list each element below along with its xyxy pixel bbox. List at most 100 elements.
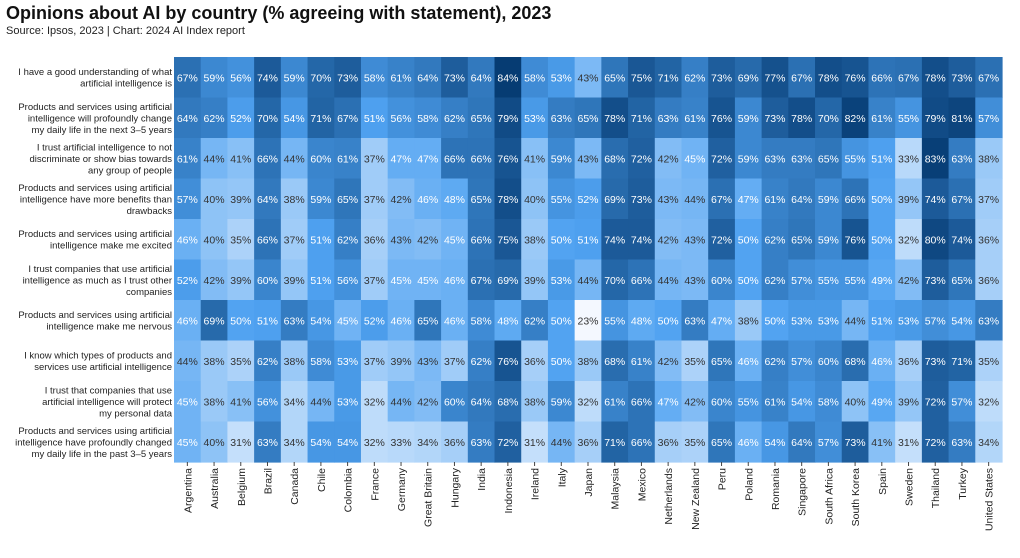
heatmap-cell bbox=[307, 57, 335, 99]
heatmap-cell bbox=[441, 340, 469, 382]
heatmap-cell bbox=[307, 340, 335, 382]
row-label: intelligence as much as I trust other bbox=[23, 275, 172, 286]
heatmap-cell bbox=[574, 219, 602, 261]
column-label: Malaysia bbox=[610, 468, 622, 510]
heatmap-cell bbox=[628, 97, 656, 139]
cell-value-label: 38% bbox=[978, 153, 999, 165]
cell-value-label: 53% bbox=[898, 315, 919, 327]
heatmap-cell bbox=[841, 259, 870, 301]
heatmap-cell bbox=[975, 97, 1003, 139]
cell-value-label: 44% bbox=[284, 153, 305, 165]
heatmap-cell bbox=[708, 138, 736, 180]
cell-value-label: 39% bbox=[230, 275, 251, 287]
cell-value-label: 51% bbox=[257, 315, 278, 327]
cell-value-label: 32% bbox=[898, 234, 919, 246]
cell-value-label: 65% bbox=[471, 113, 492, 125]
heatmap-cell bbox=[574, 57, 602, 99]
row-label: intelligence have more benefits than bbox=[20, 194, 172, 205]
heatmap-cell bbox=[200, 421, 229, 463]
cell-value-label: 36% bbox=[898, 356, 919, 368]
cell-value-label: 58% bbox=[310, 356, 331, 368]
heatmap-cell bbox=[841, 57, 870, 99]
heatmap-cell bbox=[387, 178, 415, 220]
cell-value-label: 35% bbox=[230, 356, 251, 368]
cell-value-label: 71% bbox=[658, 72, 679, 84]
heatmap-cell bbox=[975, 138, 1003, 180]
cell-value-label: 43% bbox=[684, 234, 705, 246]
heatmap-cell bbox=[387, 57, 415, 99]
heatmap-cell bbox=[307, 178, 335, 220]
heatmap-cell bbox=[200, 97, 229, 139]
heatmap-cell bbox=[547, 57, 576, 99]
column-label: Poland bbox=[743, 468, 755, 501]
cell-value-label: 72% bbox=[925, 437, 946, 449]
heatmap-cell bbox=[200, 300, 229, 342]
heatmap-cell bbox=[521, 340, 549, 382]
cell-value-label: 37% bbox=[364, 194, 385, 206]
cell-value-label: 40% bbox=[524, 194, 545, 206]
cell-value-label: 80% bbox=[925, 234, 946, 246]
heatmap-cell bbox=[948, 219, 976, 261]
cell-value-label: 66% bbox=[845, 194, 866, 206]
cell-value-label: 44% bbox=[177, 356, 198, 368]
heatmap-cell bbox=[868, 178, 896, 220]
heatmap-cell bbox=[654, 300, 683, 342]
heatmap-cell bbox=[601, 97, 629, 139]
heatmap-cell bbox=[921, 138, 950, 180]
cell-value-label: 65% bbox=[471, 194, 492, 206]
heatmap-cell bbox=[761, 138, 789, 180]
cell-value-label: 44% bbox=[310, 396, 331, 408]
cell-value-label: 77% bbox=[764, 72, 785, 84]
cell-value-label: 75% bbox=[497, 234, 518, 246]
cell-value-label: 74% bbox=[257, 72, 278, 84]
heatmap-cell bbox=[868, 381, 896, 423]
cell-value-label: 56% bbox=[230, 72, 251, 84]
heatmap-cell bbox=[815, 178, 843, 220]
heatmap-cell bbox=[574, 178, 602, 220]
heatmap-cell bbox=[734, 138, 763, 180]
cell-value-label: 59% bbox=[551, 396, 572, 408]
heatmap-cell bbox=[200, 57, 229, 99]
cell-value-label: 64% bbox=[471, 72, 492, 84]
row-label: Products and services using artificial bbox=[18, 183, 172, 194]
cell-value-label: 53% bbox=[791, 315, 812, 327]
heatmap-cell bbox=[280, 219, 309, 261]
cell-value-label: 62% bbox=[471, 356, 492, 368]
heatmap-cell bbox=[441, 381, 469, 423]
heatmap-cell bbox=[254, 381, 282, 423]
cell-value-label: 32% bbox=[577, 396, 598, 408]
heatmap-cell bbox=[868, 57, 896, 99]
heatmap-cell bbox=[494, 300, 522, 342]
heatmap-cell bbox=[708, 57, 736, 99]
heatmap-cell bbox=[734, 421, 763, 463]
column-label: Hungary bbox=[449, 467, 461, 507]
cell-value-label: 54% bbox=[310, 437, 331, 449]
heatmap-cell bbox=[574, 381, 602, 423]
cell-value-label: 67% bbox=[898, 72, 919, 84]
cell-value-label: 65% bbox=[417, 315, 438, 327]
heatmap-cell bbox=[280, 300, 309, 342]
heatmap-cell bbox=[547, 219, 576, 261]
heatmap-cell bbox=[414, 57, 442, 99]
cell-value-label: 66% bbox=[631, 437, 652, 449]
cell-value-label: 46% bbox=[444, 275, 465, 287]
heatmap-cell bbox=[280, 178, 309, 220]
heatmap-cell bbox=[841, 178, 870, 220]
cell-value-label: 38% bbox=[524, 396, 545, 408]
cell-value-label: 65% bbox=[711, 437, 732, 449]
heatmap-cell bbox=[334, 381, 362, 423]
column-label: France bbox=[369, 468, 381, 501]
heatmap-cell bbox=[895, 381, 923, 423]
cell-value-label: 43% bbox=[658, 194, 679, 206]
heatmap-cell bbox=[200, 340, 229, 382]
heatmap-cell bbox=[227, 259, 255, 301]
heatmap-cell bbox=[601, 381, 629, 423]
heatmap-cell bbox=[200, 381, 229, 423]
cell-value-label: 40% bbox=[204, 234, 225, 246]
cell-value-label: 61% bbox=[764, 396, 785, 408]
cell-value-label: 72% bbox=[497, 437, 518, 449]
cell-value-label: 61% bbox=[684, 113, 705, 125]
heatmap-cell bbox=[467, 57, 496, 99]
heatmap-cell bbox=[868, 259, 896, 301]
cell-value-label: 79% bbox=[925, 113, 946, 125]
